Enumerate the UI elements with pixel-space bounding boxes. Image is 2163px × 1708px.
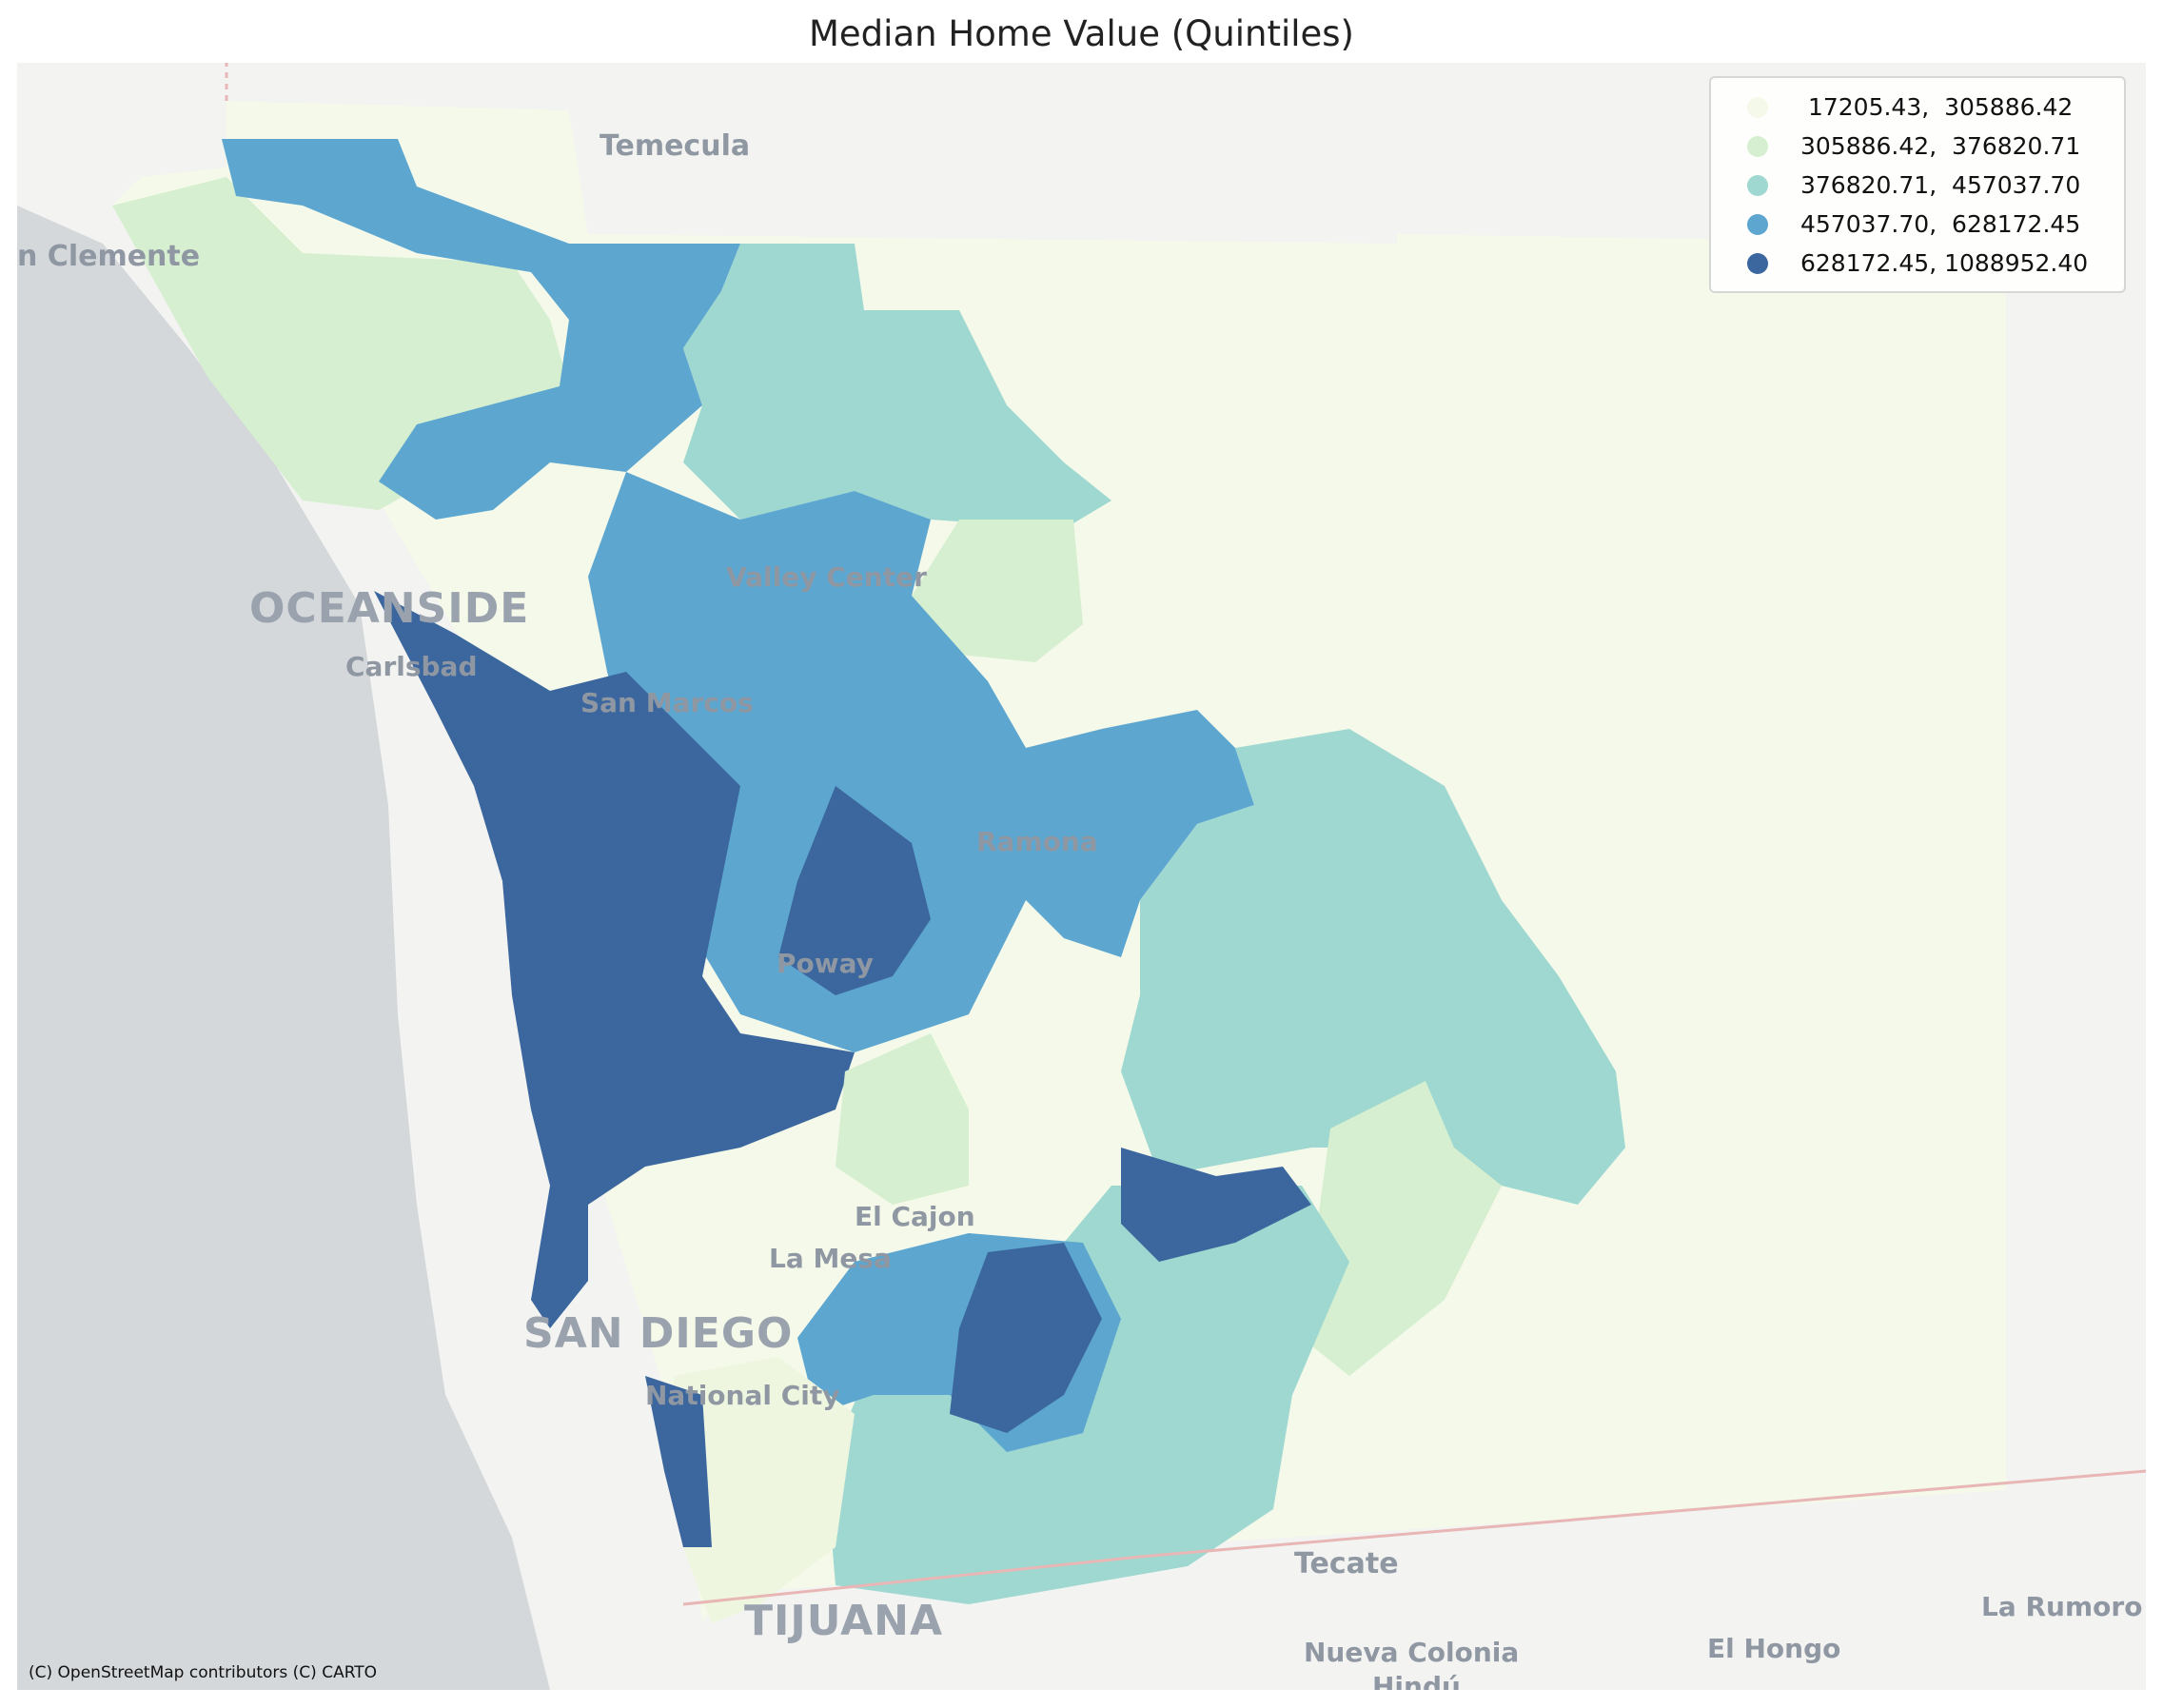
legend-label-q2: 305886.42, 376820.71 xyxy=(1800,132,2081,160)
label-san-diego: SAN DIEGO xyxy=(523,1309,794,1358)
region-q5-coastal xyxy=(374,591,855,1328)
legend-swatch-q1 xyxy=(1747,96,1768,118)
label-national-city: National City xyxy=(645,1380,840,1411)
label-tijuana: TIJUANA xyxy=(744,1597,944,1645)
legend-entry: 457037.70, 628172.45 xyxy=(1724,205,2111,244)
region-q3-north xyxy=(683,244,1111,529)
ocean xyxy=(17,206,550,1690)
map-canvas xyxy=(17,63,2146,1690)
label-valley-center: Valley Center xyxy=(726,561,927,593)
label-carlsbad: Carlsbad xyxy=(345,651,478,682)
map-title: Median Home Value (Quintiles) xyxy=(808,13,1354,54)
region-q4-ramona xyxy=(1026,710,1254,957)
legend-label-q4: 457037.70, 628172.45 xyxy=(1800,210,2081,238)
region-q5-inland xyxy=(778,786,931,995)
region-q2-east xyxy=(1302,1081,1502,1376)
region-q2-valley xyxy=(912,520,1083,662)
label-tecate: Tecate xyxy=(1294,1547,1399,1580)
region-q5-coronado xyxy=(645,1376,712,1547)
map-attribution: (C) OpenStreetMap contributors (C) CARTO xyxy=(29,1663,378,1682)
legend-label-q5: 628172.45, 1088952.40 xyxy=(1800,249,2089,277)
map-area[interactable]: Temecula n Clemente OCEANSIDE Carlsbad V… xyxy=(17,63,2146,1690)
region-q3-east xyxy=(1121,729,1625,1205)
region-q5-southeast xyxy=(950,1243,1102,1433)
label-ramona: Ramona xyxy=(976,826,1098,857)
region-q1-southbay xyxy=(674,1357,855,1623)
region-q2-mid xyxy=(836,1033,969,1205)
label-el-hongo: El Hongo xyxy=(1707,1633,1841,1664)
label-nueva-colonia: Nueva Colonia xyxy=(1304,1637,1520,1668)
label-san-marcos: San Marcos xyxy=(580,687,754,718)
label-la-rumorosa: La Rumoro xyxy=(1981,1591,2143,1622)
international-border xyxy=(682,1469,2146,1606)
legend-swatch-q2 xyxy=(1747,135,1768,157)
label-oceanside: OCEANSIDE xyxy=(249,584,530,633)
label-poway: Poway xyxy=(777,948,874,979)
legend-entry: 305886.42, 376820.71 xyxy=(1724,127,2111,166)
label-el-cajon: El Cajon xyxy=(855,1201,975,1232)
label-hindu: Hindú xyxy=(1372,1671,1461,1690)
region-q5-east xyxy=(1121,1148,1311,1262)
legend-entry: 17205.43, 305886.42 xyxy=(1724,88,2111,127)
label-la-mesa: La Mesa xyxy=(769,1243,892,1274)
legend-entry: 628172.45, 1088952.40 xyxy=(1724,244,2111,283)
legend-entry: 376820.71, 457037.70 xyxy=(1724,166,2111,205)
region-q4-north xyxy=(222,139,740,520)
legend: 17205.43, 305886.42 305886.42, 376820.71… xyxy=(1709,76,2126,293)
legend-label-q1: 17205.43, 305886.42 xyxy=(1800,93,2074,121)
label-temecula: Temecula xyxy=(600,129,751,163)
legend-swatch-q3 xyxy=(1747,174,1768,196)
label-san-clemente: n Clemente xyxy=(17,240,201,273)
legend-swatch-q5 xyxy=(1747,252,1768,274)
legend-swatch-q4 xyxy=(1747,213,1768,235)
legend-label-q3: 376820.71, 457037.70 xyxy=(1800,171,2081,199)
